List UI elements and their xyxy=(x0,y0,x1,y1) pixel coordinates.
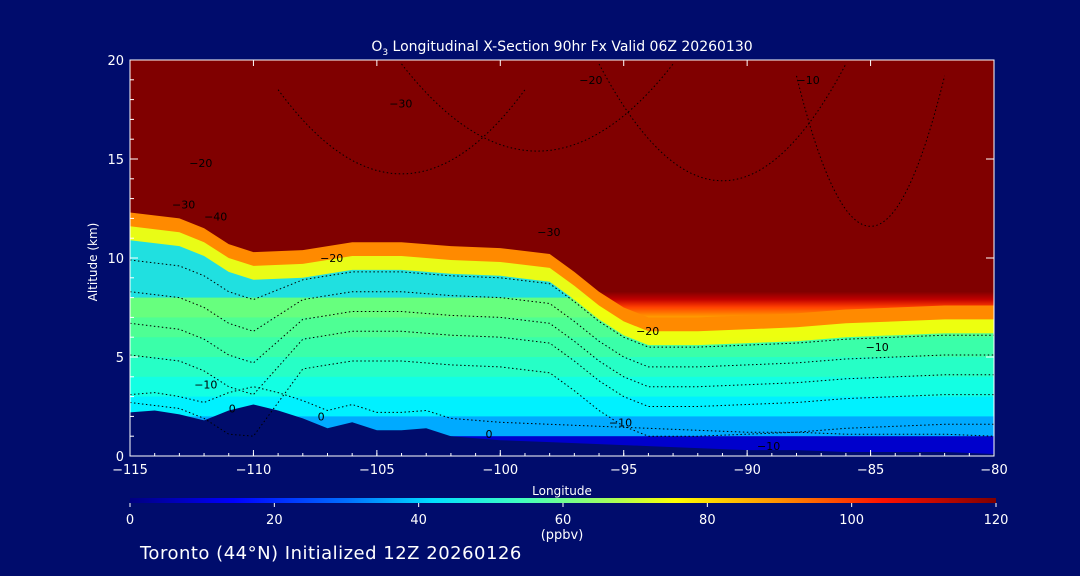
contour-label: −20 xyxy=(189,157,212,170)
contour-label: 0 xyxy=(229,402,236,415)
x-tick-label: −90 xyxy=(733,463,760,478)
x-tick-label: −105 xyxy=(359,463,395,478)
contour-label: 0 xyxy=(486,428,493,441)
contour-line xyxy=(130,311,994,388)
contour-lines xyxy=(130,63,994,437)
y-tick-label: 5 xyxy=(116,351,124,366)
y-axis-label: Altitude (km) xyxy=(86,223,100,302)
colorbar-tick-label: 60 xyxy=(555,513,572,528)
contour-label: −10 xyxy=(194,379,217,392)
terrain-profile xyxy=(130,404,994,456)
title-rest: Longitudinal X-Section 90hr Fx Valid 06Z… xyxy=(388,39,753,55)
colorbar-ticks: 0 20 40 60 80 100 120 xyxy=(126,503,1009,528)
contour-line xyxy=(130,330,994,407)
x-tick-label: −100 xyxy=(482,463,518,478)
y-tick-label: 20 xyxy=(107,54,124,69)
contour-label: −30 xyxy=(172,199,195,212)
colorbar-gradient xyxy=(130,498,996,503)
y-tick-label: 15 xyxy=(107,153,124,168)
contour-line xyxy=(130,360,994,437)
colorbar-tick-label: 80 xyxy=(699,513,716,528)
x-tick-label: −95 xyxy=(610,463,637,478)
title-o: O xyxy=(371,39,382,55)
contour-label: −10 xyxy=(797,74,820,87)
x-tick-label: −110 xyxy=(236,463,272,478)
contour-line xyxy=(130,259,994,348)
contour-label: 0 xyxy=(318,410,325,423)
contour-label: −20 xyxy=(579,74,602,87)
contour-label: −10 xyxy=(866,341,889,354)
colorbar-tick-label: 40 xyxy=(410,513,427,528)
contour-label: −30 xyxy=(537,226,560,239)
y-axis: 0 5 10 15 20 xyxy=(107,54,994,465)
colorbar: 0 20 40 60 80 100 120 (ppbv) xyxy=(126,498,1009,543)
stratosphere-region xyxy=(130,60,994,318)
colorbar-tick-label: 100 xyxy=(839,513,864,528)
contour-label: −10 xyxy=(757,440,780,453)
plot-area: −30 −20 −10 −20 −30 −40 −20 −30 −20 −10 −10 0 0 0 −10 −… xyxy=(130,60,994,456)
colorbar-tick-label: 120 xyxy=(984,513,1009,528)
contour-label: −10 xyxy=(609,416,632,429)
location-init-label: Toronto (44°N) Initialized 12Z 20260126 xyxy=(140,543,522,564)
colorbar-tick-label: 0 xyxy=(126,513,134,528)
x-axis: −115 −110 −105 −100 −95 −90 −85 −80 xyxy=(112,60,1008,478)
contour-label: −20 xyxy=(320,252,343,265)
x-tick-label: −115 xyxy=(112,463,148,478)
contour-line xyxy=(598,63,847,182)
y-tick-label: 10 xyxy=(107,252,124,267)
x-axis-label: Longitude xyxy=(532,484,592,498)
contour-label: −30 xyxy=(389,98,412,111)
contour-label: −20 xyxy=(636,325,659,338)
title-subscript: 3 xyxy=(382,48,388,58)
x-tick-label: −80 xyxy=(980,463,1007,478)
contour-label: −40 xyxy=(204,210,227,223)
y-tick-label: 0 xyxy=(116,450,124,465)
contour-labels: −30 −20 −10 −20 −30 −40 −20 −30 −20 −10 −10 0 0 0 −10 −… xyxy=(172,74,889,453)
x-tick-label: −85 xyxy=(857,463,884,478)
colorbar-units: (ppbv) xyxy=(541,528,584,543)
colorbar-tick-label: 20 xyxy=(266,513,283,528)
contour-line xyxy=(130,291,994,368)
chart-title: O3 Longitudinal X-Section 90hr Fx Valid … xyxy=(371,39,752,58)
